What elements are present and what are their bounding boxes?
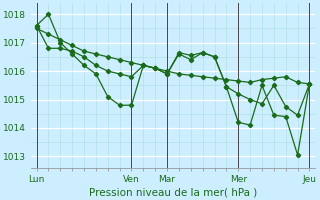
X-axis label: Pression niveau de la mer( hPa ): Pression niveau de la mer( hPa ) xyxy=(89,187,257,197)
